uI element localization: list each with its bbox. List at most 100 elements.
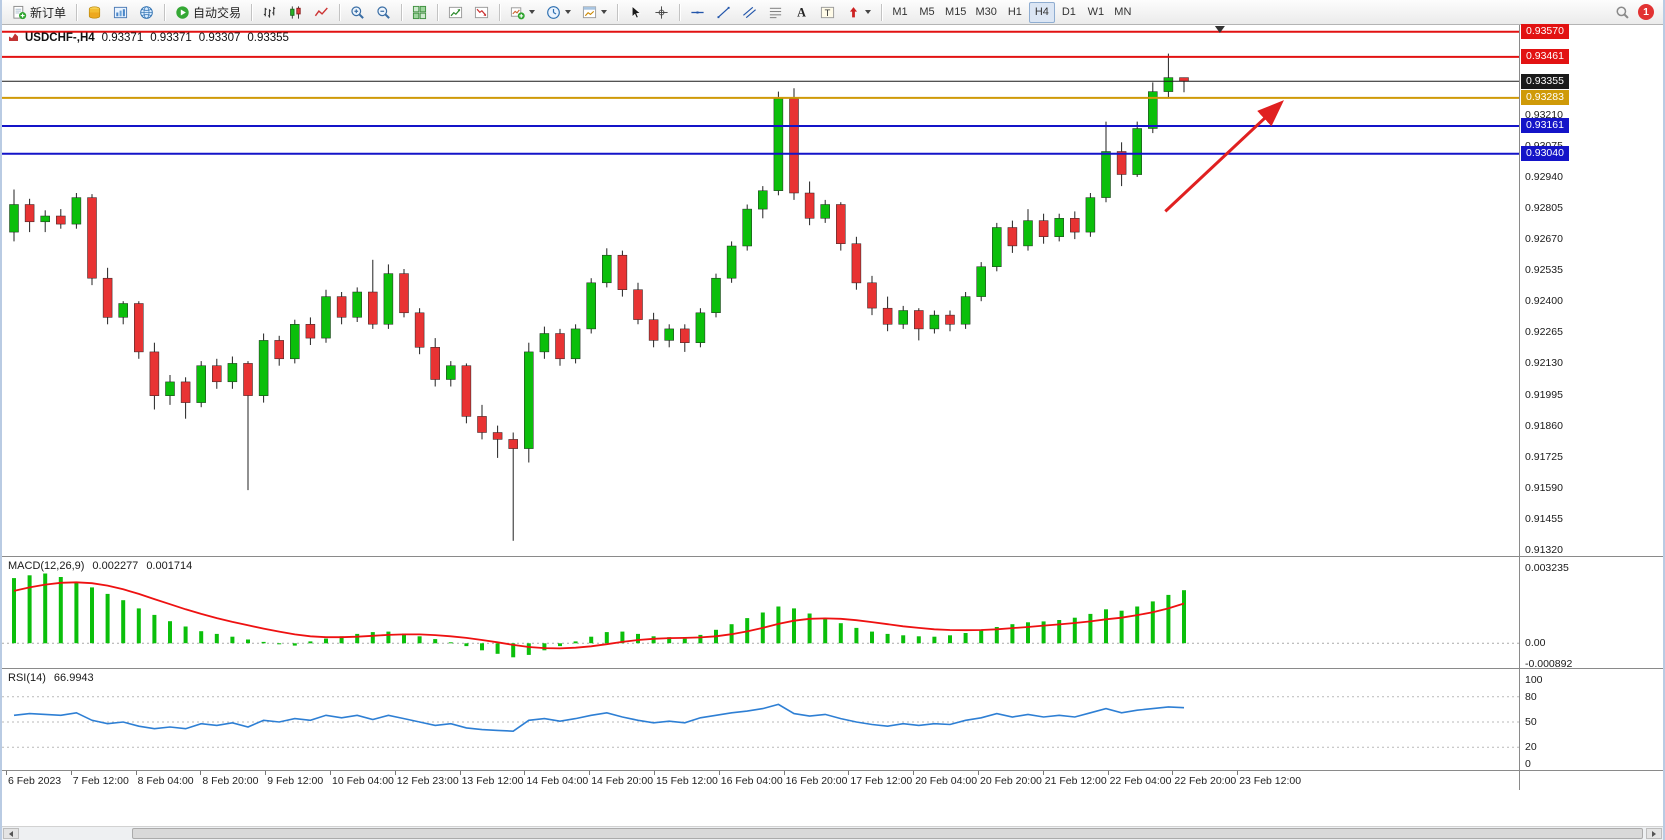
time-tick (848, 771, 850, 775)
tf-h4-button-label: H4 (1034, 6, 1049, 18)
macd-panel: MACD(12,26,9) 0.002277 0.001714 0.003235… (2, 556, 1663, 670)
text-tool-button[interactable]: A (789, 2, 814, 23)
tile-windows-button[interactable] (407, 2, 432, 23)
candle (820, 204, 830, 219)
chart-shift-marker (1214, 26, 1225, 33)
candle (664, 328, 674, 341)
periods-button[interactable] (541, 2, 576, 23)
time-tick (1042, 771, 1044, 775)
autotrading-button[interactable]: 自动交易 (170, 2, 246, 23)
scrollbar-thumb[interactable] (132, 828, 1643, 839)
candle (1007, 227, 1018, 247)
tf-w1-button[interactable]: W1 (1083, 2, 1109, 23)
hline-tool-button[interactable] (685, 2, 710, 23)
macd-value: 0.002277 (92, 560, 139, 572)
time-axis-labels[interactable]: 6 Feb 2023 7 Feb 12:00 8 Feb 04:00 8 Feb 20… (2, 771, 1519, 790)
price-tick-label: 0.92940 (1525, 170, 1563, 183)
tf-h1-button-label: H1 (1007, 6, 1022, 18)
fibonacci-tool-button[interactable] (763, 2, 788, 23)
candle (477, 416, 487, 433)
trend-arrow-object[interactable] (1164, 100, 1284, 213)
tf-m1-button[interactable]: M1 (887, 2, 913, 23)
time-label: 10 Feb 04:00 (332, 775, 394, 787)
candle (1163, 77, 1174, 92)
candle (24, 204, 35, 223)
trendline-tool-button[interactable] (711, 2, 736, 23)
scroll-left-arrow-icon (9, 830, 13, 837)
zoom-out-button[interactable] (371, 2, 396, 23)
arrows-tool-button[interactable] (841, 2, 876, 23)
ohlc-high: 0.93371 (150, 32, 192, 44)
price-tick-label: 0.92805 (1525, 201, 1563, 214)
price-tick-label: 0.92130 (1525, 357, 1563, 370)
chevron-down-icon (865, 10, 872, 14)
tf-h4-button[interactable]: H4 (1028, 1, 1055, 23)
new-order-icon (12, 5, 27, 20)
notification-badge[interactable]: 1 (1638, 4, 1654, 20)
add-indicator-button[interactable] (505, 2, 540, 23)
tf-m30-button[interactable]: M30 (971, 2, 1000, 23)
candle (524, 351, 534, 449)
tf-h1-button[interactable]: H1 (1002, 2, 1028, 23)
candle (1116, 151, 1127, 175)
templates-button[interactable] (577, 2, 612, 23)
chart-blue-icon (113, 5, 128, 20)
new-order-button-label: 新订单 (30, 5, 67, 20)
candle (399, 273, 409, 314)
time-tick (394, 771, 396, 775)
time-axis-corner (1519, 771, 1663, 790)
indicator-up-button[interactable] (443, 2, 468, 23)
toolbar-separator (679, 3, 681, 21)
globe-icon (139, 5, 154, 20)
candle (383, 273, 394, 325)
candle (1148, 91, 1158, 129)
indicator-down-button[interactable] (469, 2, 494, 23)
price-tick-label: 0.93210 (1525, 108, 1563, 121)
time-tick (265, 771, 267, 775)
macd-canvas[interactable] (2, 557, 1519, 668)
price-axis[interactable]: 0.932100.930750.929400.928050.926700.925… (1519, 24, 1663, 556)
bar-chart-button[interactable] (257, 2, 282, 23)
rsi-axis-label: 50 (1525, 716, 1537, 728)
candle (227, 363, 238, 383)
line-chart-button[interactable] (309, 2, 334, 23)
zoom-in-button[interactable] (345, 2, 370, 23)
candle (851, 243, 862, 284)
coins-icon (87, 5, 102, 20)
time-tick (1172, 771, 1174, 775)
channel-tool-button[interactable] (737, 2, 762, 23)
candle (960, 296, 971, 325)
scroll-right-button[interactable] (1646, 828, 1662, 839)
new-order-button[interactable]: 新订单 (7, 2, 71, 23)
market-watch-button[interactable] (82, 2, 107, 23)
tf-m5-button[interactable]: M5 (914, 2, 940, 23)
candle (87, 197, 97, 279)
price-chart-panel: USDCHF-,H4 0.93371 0.93371 0.93307 0.933… (2, 24, 1663, 556)
cursor-button[interactable] (623, 2, 648, 23)
candle (680, 328, 690, 343)
candle (1132, 128, 1142, 175)
candlestick-chart-button[interactable] (283, 2, 308, 23)
candle (321, 296, 331, 339)
price-chart-canvas[interactable] (2, 25, 1519, 556)
candle (992, 227, 1002, 267)
tf-m15-button[interactable]: M15 (941, 2, 970, 23)
candle (726, 245, 737, 279)
chevron-down-icon (601, 10, 608, 14)
tf-d1-button[interactable]: D1 (1056, 2, 1082, 23)
data-window-button[interactable] (108, 2, 133, 23)
rsi-canvas[interactable] (2, 669, 1519, 770)
scroll-left-button[interactable] (3, 828, 19, 839)
crosshair-button[interactable] (649, 2, 674, 23)
zoom-out-icon (376, 5, 391, 20)
candle (165, 381, 175, 396)
price-tick-label: 0.92265 (1525, 326, 1563, 339)
web-community-button[interactable] (134, 2, 159, 23)
chevron-down-icon (529, 10, 536, 14)
time-tick (589, 771, 591, 775)
price-badge: 0.93040 (1521, 146, 1569, 162)
label-tool-button[interactable]: T (815, 2, 840, 23)
tf-mn-button[interactable]: MN (1110, 2, 1136, 23)
horizontal-scrollbar[interactable] (2, 826, 1663, 840)
search-icon[interactable] (1615, 5, 1630, 20)
